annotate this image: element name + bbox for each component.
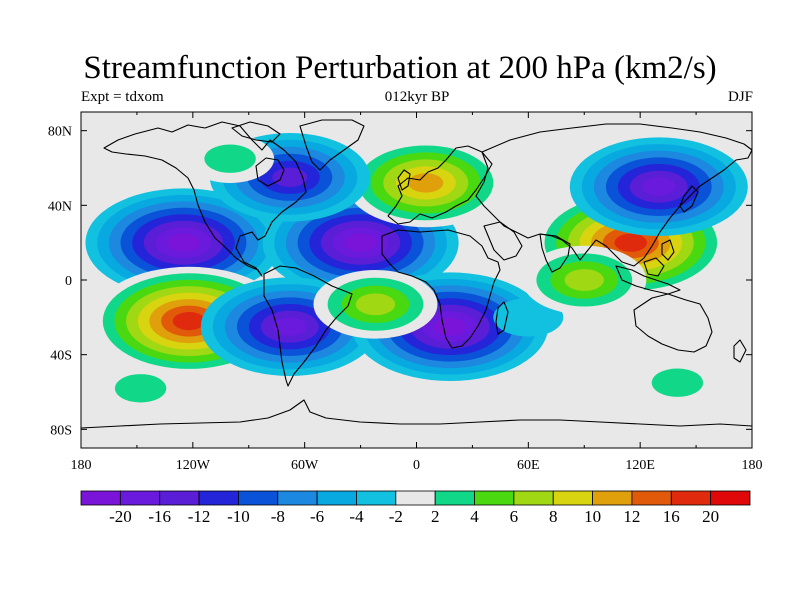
colorbar-label: -4: [349, 507, 364, 526]
coastline-india: [539, 233, 571, 273]
colorbar-label: -8: [271, 507, 285, 526]
field-contour-2-7: [344, 233, 377, 252]
colorbar-swatch: [80, 490, 121, 506]
colorbar-swatch: [198, 490, 239, 506]
field-contour-5-3: [355, 293, 396, 316]
field-contour-0-7: [167, 233, 200, 252]
colorbar-label: 8: [549, 507, 558, 526]
period-label: 012kyr BP: [384, 89, 450, 105]
colorbar-swatch: [395, 490, 436, 506]
colorbar-swatch: [710, 490, 751, 506]
colorbar-label: -16: [148, 507, 171, 526]
colorbar-swatch: [631, 490, 672, 506]
lon-tick-label: 180: [71, 458, 92, 473]
lon-tick-label: 60E: [517, 458, 540, 473]
colorbar: -20 -16 -12 -10 -8 -6 -4 -2 2 4 6 8 10 12 16 20: [80, 490, 751, 526]
colorbar-label: 2: [431, 507, 440, 526]
colorbar-label: 10: [584, 507, 601, 526]
field-contour-3-6: [273, 317, 307, 337]
colorbar-label: 6: [510, 507, 519, 526]
streamfunction-field: [85, 133, 748, 413]
field-contour-1-7: [172, 312, 206, 331]
colorbar-label: -6: [310, 507, 324, 526]
colorbar-swatch: [316, 490, 357, 506]
colorbar-label: -20: [109, 507, 132, 526]
field-contour-10-1: [651, 368, 704, 397]
coastline-greenland: [299, 119, 365, 171]
coastline-north-america: [103, 121, 307, 277]
lon-tick-label: 180: [742, 458, 763, 473]
coastline-australia: [633, 293, 713, 353]
coastline-new-zealand: [733, 339, 747, 363]
lat-tick-label: 0: [65, 274, 72, 289]
field-contour-13-3: [564, 269, 604, 291]
experiment-label: Expt = tdxom: [81, 89, 164, 105]
coastline-british-isles: [397, 169, 411, 191]
lat-tick-label: 40S: [50, 349, 72, 364]
colorbar-swatch: [552, 490, 593, 506]
lat-tick-label: 80N: [48, 125, 72, 140]
colorbar-swatch: [592, 490, 633, 506]
lon-tick-label: 120W: [176, 458, 211, 473]
coastline-antarctica: [81, 399, 752, 429]
colorbar-label: 12: [623, 507, 640, 526]
field-contour-14-1: [204, 144, 256, 173]
colorbar-swatch: [513, 490, 554, 506]
colorbar-swatch: [670, 490, 712, 506]
field-contour-4-7: [433, 317, 467, 336]
colorbar-swatch: [474, 490, 515, 506]
lon-tick-label: 0: [413, 458, 420, 473]
coastline-philippines: [661, 239, 675, 261]
lat-tick-label: 80S: [50, 423, 72, 438]
coastline-japan: [679, 185, 699, 213]
colorbar-swatch: [277, 490, 318, 506]
field-contour-11-1: [114, 374, 167, 403]
field-contour-9-5: [272, 167, 308, 187]
lat-tick-label: 40N: [48, 199, 72, 214]
colorbar-swatch: [159, 490, 200, 506]
coastline-asia: [475, 123, 752, 267]
field-contour-6-5: [408, 173, 444, 193]
coastline-hudson-bay: [255, 157, 285, 187]
colorbar-label: -10: [227, 507, 250, 526]
colorbar-label: 16: [663, 507, 680, 526]
colorbar-label: 20: [702, 507, 719, 526]
coastline-arabia: [483, 221, 523, 261]
lon-tick-label: 120E: [625, 458, 655, 473]
coastline-africa: [381, 229, 501, 349]
colorbar-swatch: [434, 490, 475, 506]
colorbar-swatch: [119, 490, 161, 506]
coastline-madagascar: [495, 301, 509, 335]
season-label: DJF: [727, 89, 753, 105]
colorbar-swatch: [238, 490, 279, 506]
colorbar-label: 4: [470, 507, 479, 526]
field-contour-8-6: [642, 177, 676, 196]
field-contour-7-7: [614, 233, 648, 252]
coastlines: [81, 119, 752, 429]
coastline-arctic-islands: [231, 121, 281, 143]
lon-tick-label: 60W: [291, 458, 319, 473]
map-title: Streamfunction Perturbation at 200 hPa (…: [83, 50, 717, 86]
colorbar-label: -2: [389, 507, 403, 526]
map-axes: 180 120W 60W 0 60E 120E 180 80N 40N 0 40S 80S: [48, 112, 763, 473]
coastline-maritime-continent: [615, 265, 681, 295]
field-contour-12-0: [493, 298, 564, 337]
colorbar-swatch: [356, 490, 397, 506]
colorbar-label: -12: [188, 507, 211, 526]
coastline-borneo: [643, 257, 665, 277]
coastline-south-america: [263, 265, 353, 387]
